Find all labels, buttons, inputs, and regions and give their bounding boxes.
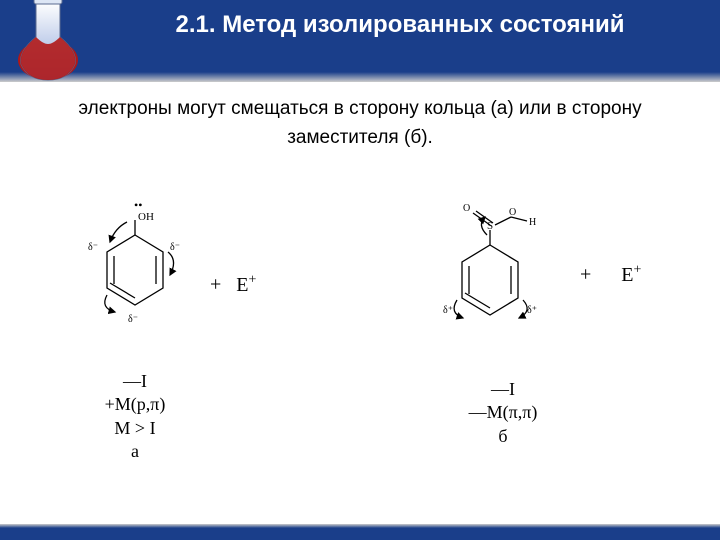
subst-h: H — [529, 217, 536, 228]
delta-right: δ⁻ — [170, 242, 180, 253]
phenol-diagram: OH •• δ⁻ δ⁻ δ⁻ — [60, 200, 210, 350]
subst-s: S — [487, 220, 493, 232]
sulfonic-diagram: S O O H δ⁺ δ⁺ — [405, 195, 575, 355]
footer-bar — [0, 528, 720, 540]
right-eff2: —M(π,π) — [448, 401, 558, 424]
body-text: электроны могут смещаться в сторону коль… — [30, 94, 690, 153]
lone-pair: •• — [134, 200, 142, 212]
delta-left: δ⁻ — [88, 242, 98, 253]
subst-o1: O — [463, 203, 470, 214]
right-electrophile: E+ — [621, 264, 641, 286]
subst-o2: O — [509, 207, 516, 218]
left-electrophile: E+ — [236, 274, 256, 296]
subst-oh: OH — [138, 211, 154, 223]
right-label: б — [448, 425, 558, 448]
right-plus: + E+ — [580, 262, 641, 287]
left-eff3: M > I — [80, 417, 190, 440]
right-effects: —I —M(π,π) б — [448, 378, 558, 448]
left-plus: + E+ — [210, 272, 256, 297]
left-effects: —I +M(p,π) M > I а — [80, 370, 190, 464]
left-label: а — [80, 440, 190, 463]
slide-title: 2.1. Метод изолированных состояний — [120, 10, 680, 40]
r-delta-left: δ⁺ — [443, 305, 453, 316]
left-eff2: +M(p,π) — [80, 393, 190, 416]
delta-bottom: δ⁻ — [128, 314, 138, 325]
r-delta-right: δ⁺ — [527, 305, 537, 316]
left-eff1: —I — [80, 370, 190, 393]
header-gradient — [0, 72, 720, 82]
right-eff1: —I — [448, 378, 558, 401]
flask-icon — [6, 0, 96, 82]
